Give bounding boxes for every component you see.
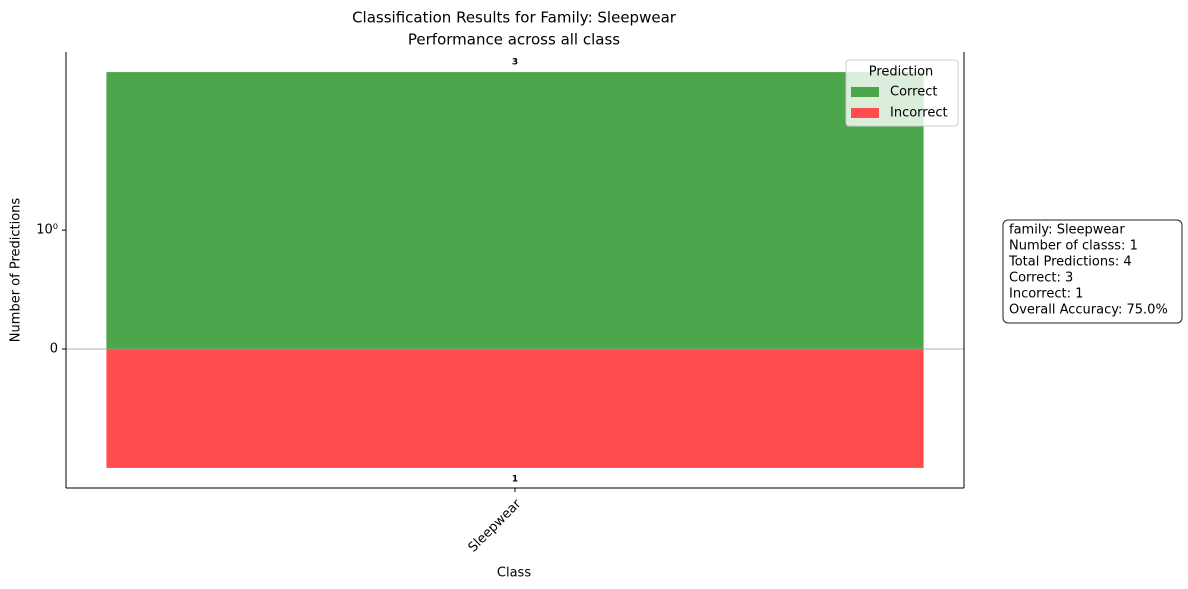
- info-line: Correct: 3: [1009, 271, 1073, 286]
- info-line: Overall Accuracy: 75.0%: [1009, 303, 1168, 318]
- y-axis-label: Number of Predictions: [9, 198, 24, 343]
- y-tick-label: 0: [50, 342, 58, 357]
- bar: [106, 72, 924, 350]
- info-box: [1002, 219, 1183, 324]
- y-tick-label: 10⁰: [36, 223, 58, 238]
- bar: [106, 349, 924, 468]
- legend-title: Prediction: [869, 65, 934, 80]
- legend-swatch: [851, 108, 879, 118]
- legend-label: Correct: [890, 85, 937, 100]
- legend-swatch: [851, 87, 879, 97]
- chart-title: Classification Results for Family: Sleep…: [352, 9, 677, 27]
- info-line: Number of classs: 1: [1009, 239, 1138, 254]
- info-line: family: Sleepwear: [1009, 223, 1125, 238]
- info-line: Incorrect: 1: [1009, 287, 1083, 302]
- x-axis-label: Class: [497, 566, 531, 581]
- legend-label: Incorrect: [890, 106, 948, 121]
- chart-subtitle: Performance across all class: [408, 31, 620, 49]
- legend: Prediction Correct Incorrect: [845, 59, 959, 127]
- x-tick-label: Sleepwear: [466, 496, 525, 555]
- info-line: Total Predictions: 4: [1008, 255, 1132, 270]
- value-label: 1: [512, 474, 518, 484]
- value-label: 3: [512, 58, 518, 68]
